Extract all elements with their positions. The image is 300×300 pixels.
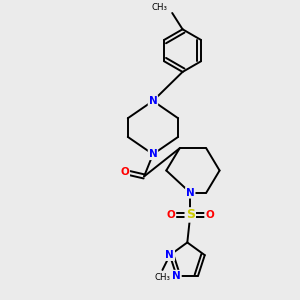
Text: O: O: [205, 210, 214, 220]
Text: S: S: [186, 208, 195, 221]
Text: CH₃: CH₃: [154, 274, 170, 283]
Text: N: N: [166, 250, 174, 260]
Text: N: N: [148, 96, 157, 106]
Text: N: N: [148, 149, 157, 159]
Text: N: N: [186, 188, 195, 198]
Text: O: O: [121, 167, 129, 177]
Text: O: O: [167, 210, 176, 220]
Text: N: N: [172, 271, 181, 281]
Text: CH₃: CH₃: [152, 2, 168, 11]
